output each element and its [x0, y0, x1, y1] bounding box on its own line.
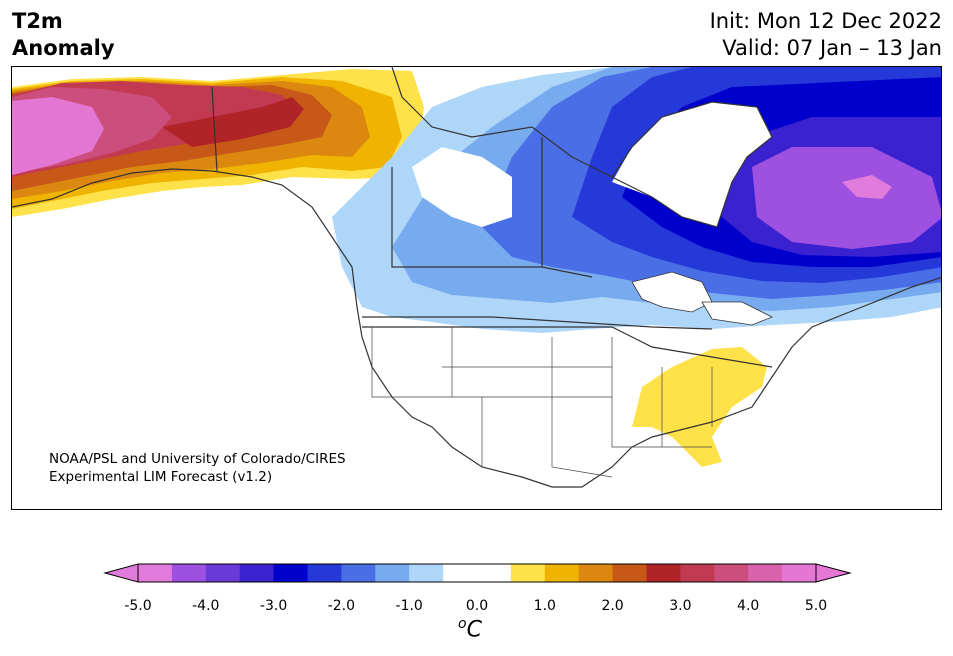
colorbar-under-arrow [103, 563, 139, 583]
colorbar-swatch [409, 564, 444, 582]
forecast-dates: Init: Mon 12 Dec 2022 Valid: 07 Jan – 13… [710, 8, 942, 62]
colorbar [103, 563, 852, 583]
credit-line-1: NOAA/PSL and University of Colorado/CIRE… [49, 451, 346, 467]
colorbar-tick-label: 3.0 [669, 598, 692, 614]
colorbar-tick-label: 4.0 [737, 598, 760, 614]
colorbar-swatch [714, 564, 749, 582]
labrador-magenta-region [842, 175, 892, 199]
colorbar-tick-label: 2.0 [601, 598, 624, 614]
colorbar-swatch [341, 564, 376, 582]
map-title: T2m Anomaly [12, 8, 115, 62]
coastlines [12, 67, 941, 488]
colorbar-swatch [612, 564, 647, 582]
colorbar-swatch [477, 564, 512, 582]
colorbar-swatch [748, 564, 783, 582]
colorbar-swatch [273, 564, 308, 582]
us-state-lines [371, 327, 713, 478]
colorbar-swatch [680, 564, 715, 582]
nw-canada-neutral [412, 147, 512, 227]
hudson-bay [612, 102, 772, 227]
colorbar-tick-label: 0.0 [465, 598, 489, 614]
map-canvas [12, 67, 941, 488]
colorbar-swatch [646, 564, 681, 582]
colorbar-swatch [510, 564, 546, 582]
colorbar-tick-label: -3.0 [259, 598, 288, 614]
colorbar-swatch [375, 564, 410, 582]
colorbar-swatch [239, 564, 275, 582]
colorbar-unit: oC [458, 616, 482, 642]
alaska-magenta-region [12, 97, 104, 175]
colorbar-tick-label: 5.0 [804, 598, 828, 614]
unit-letter: C [466, 617, 482, 643]
title-variable: T2m [12, 9, 63, 33]
colorbar-tick-label: -2.0 [327, 598, 356, 614]
colorbar-swatch [544, 564, 580, 582]
credit-text: NOAA/PSL and University of Colorado/CIRE… [49, 450, 346, 486]
alaska-deepred-region [162, 97, 304, 147]
credit-line-2: Experimental LIM Forecast (v1.2) [49, 469, 273, 485]
colorbar-swatches [138, 564, 817, 582]
init-date: Init: Mon 12 Dec 2022 [709, 9, 942, 33]
colorbar-over-arrow [815, 563, 852, 583]
colorbar-tick-label: 1.0 [533, 598, 556, 614]
great-lakes [631, 271, 773, 326]
se-us-warm-region [632, 347, 767, 467]
colorbar-swatch [782, 564, 817, 582]
colorbar-outline [137, 563, 817, 583]
colorbar-swatch [307, 564, 342, 582]
colorbar-swatch [443, 564, 478, 582]
unit-superscript: o [458, 616, 467, 632]
colorbar-swatch [138, 564, 173, 582]
title-type: Anomaly [12, 36, 115, 60]
canada-purple-region [752, 147, 941, 249]
colorbar-tick-label: -4.0 [192, 598, 220, 614]
colorbar-tick-label: -5.0 [124, 598, 152, 614]
colorbar-swatch [205, 564, 241, 582]
anomaly-map [11, 66, 942, 510]
valid-dates: Valid: 07 Jan – 13 Jan [722, 36, 942, 60]
colorbar-swatch [171, 564, 207, 582]
colorbar-tick-label: -1.0 [395, 598, 423, 614]
colorbar-swatch [578, 564, 614, 582]
